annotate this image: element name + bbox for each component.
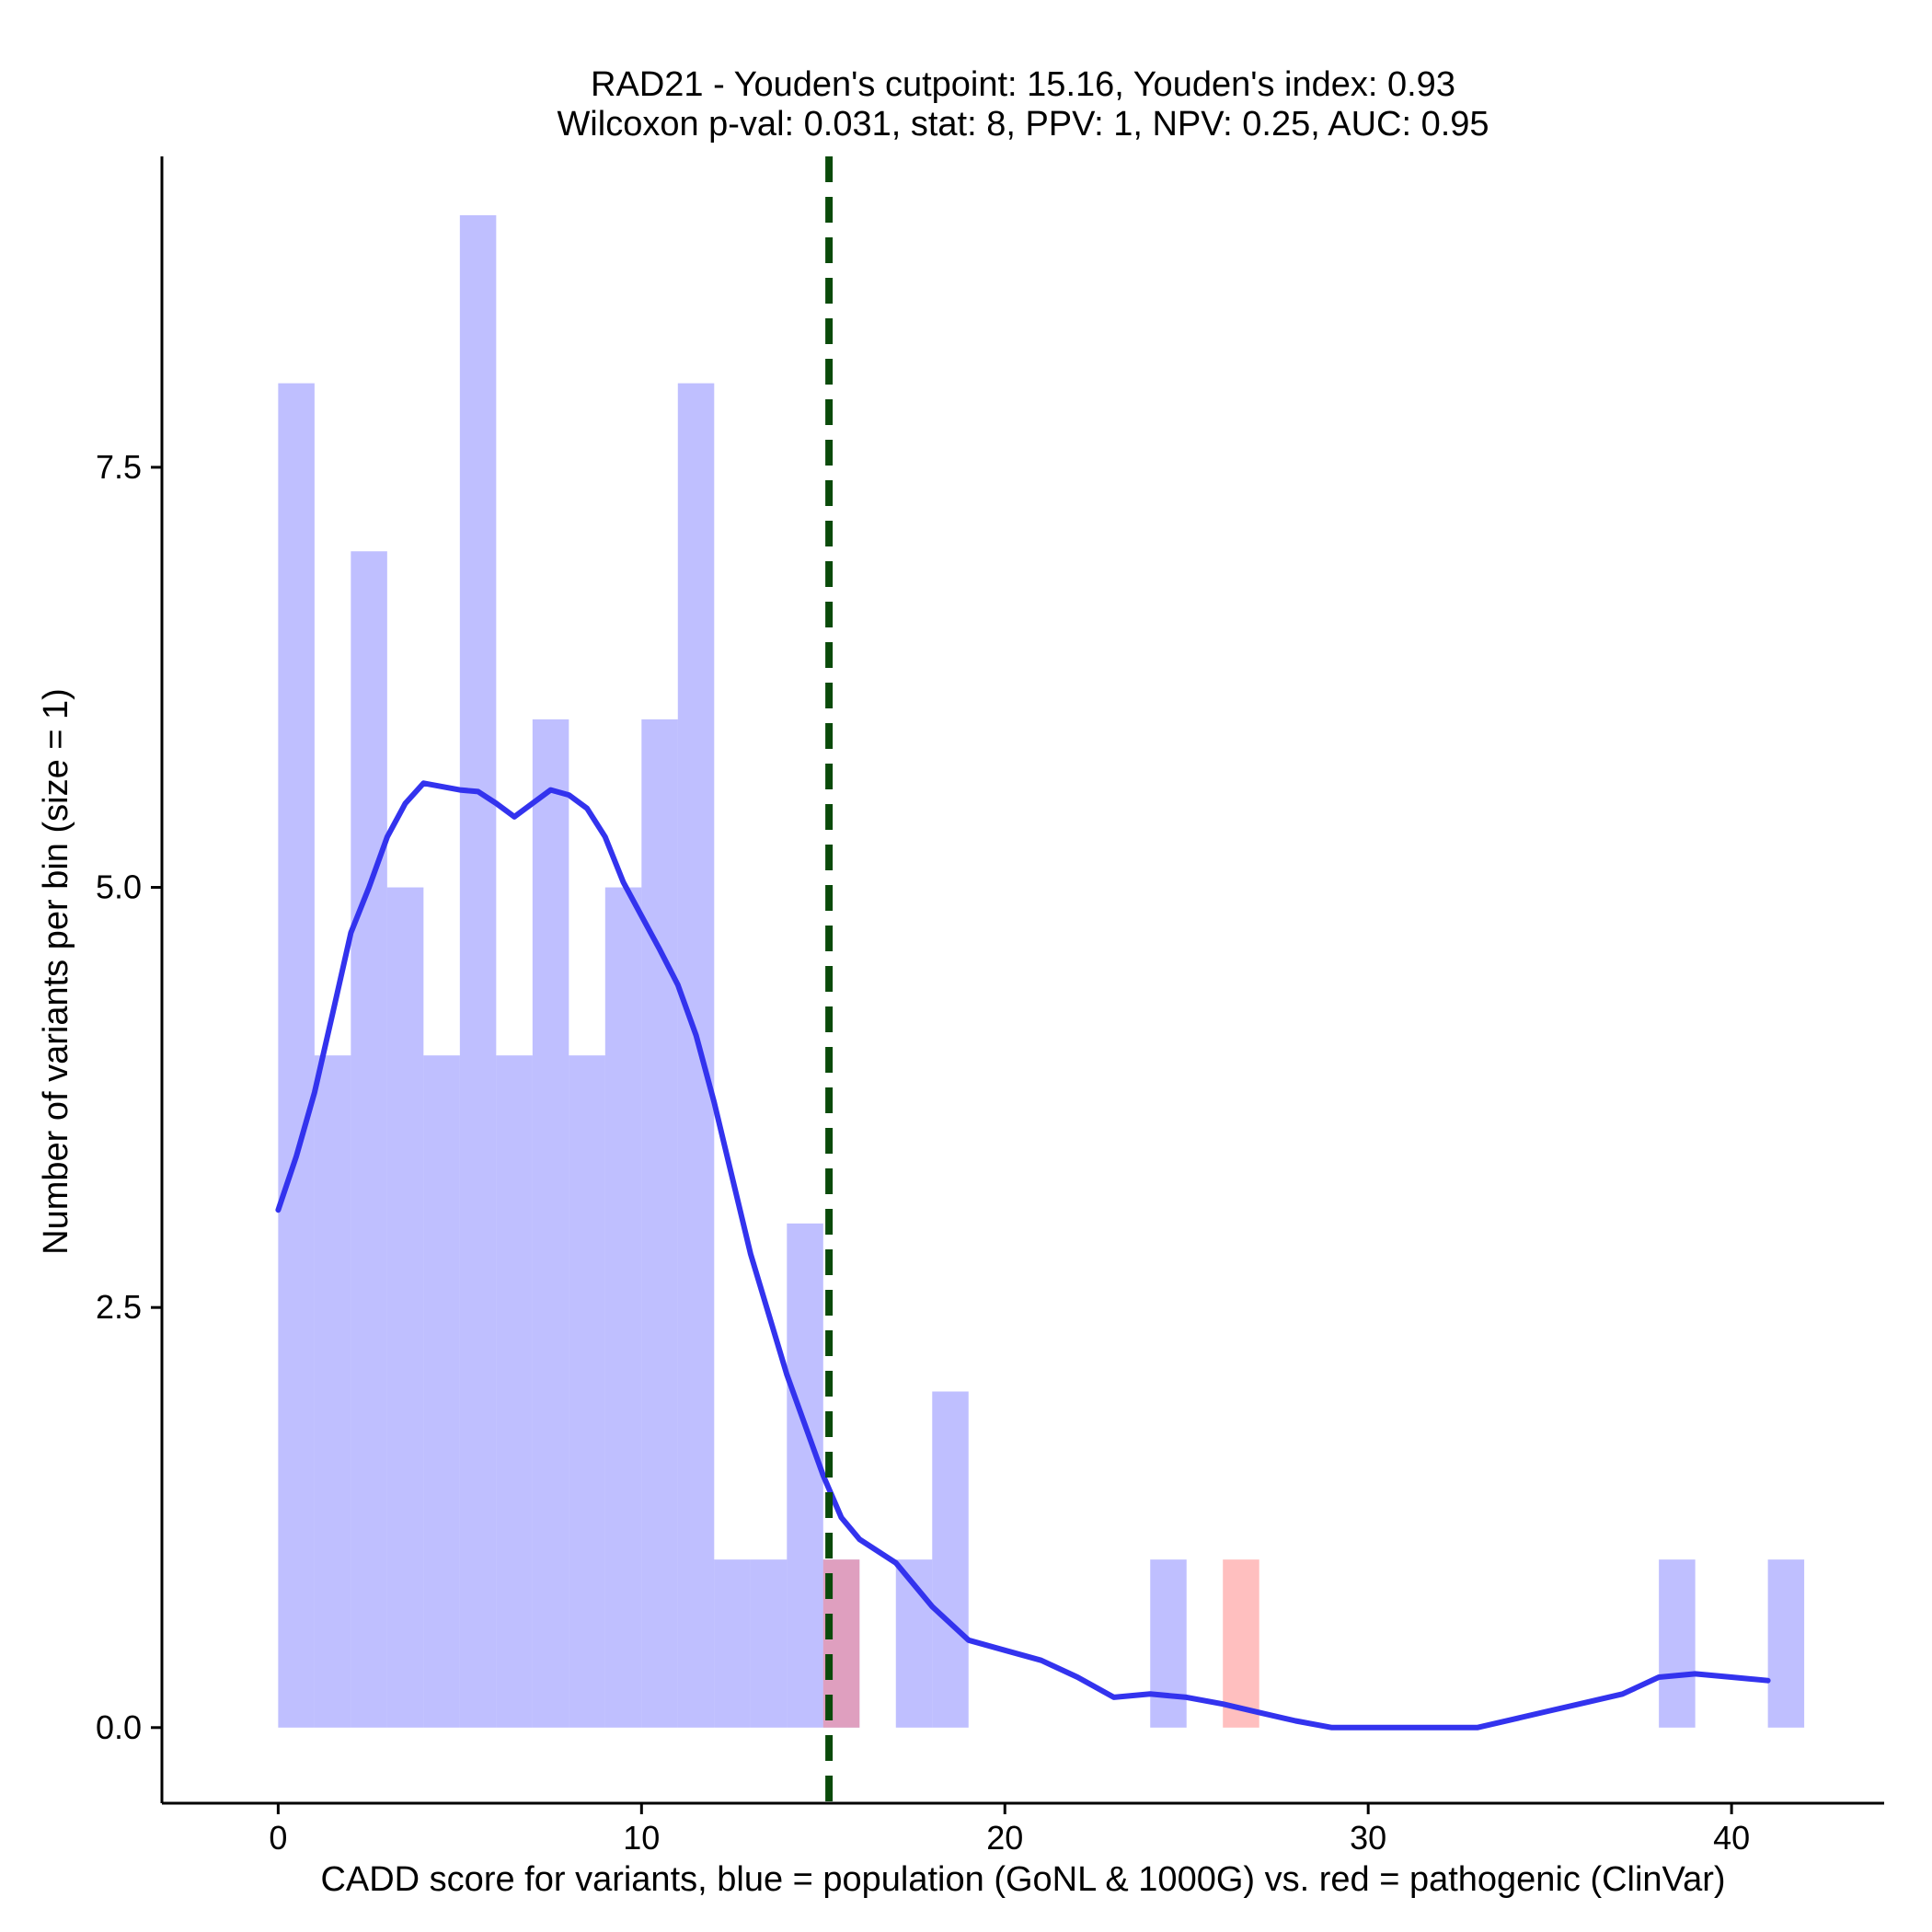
x-tick-label-0: 0 xyxy=(269,1819,287,1857)
population-bar-5 xyxy=(459,214,497,1728)
population-bar-4 xyxy=(423,1055,460,1728)
population-bar-24 xyxy=(1150,1559,1187,1728)
population-bar-12 xyxy=(714,1559,751,1728)
y-tick-label-7.5: 7.5 xyxy=(96,448,142,486)
population-bar-3 xyxy=(386,887,424,1728)
x-axis-ticks: 0 10 20 30 40 xyxy=(269,1803,1750,1857)
population-bar-10 xyxy=(641,719,678,1728)
population-bar-13 xyxy=(750,1559,788,1728)
population-bar-41 xyxy=(1767,1559,1805,1728)
population-bar-38 xyxy=(1659,1559,1696,1728)
density-curve xyxy=(275,780,1771,1731)
population-bar-1 xyxy=(314,1055,351,1728)
population-bar-18 xyxy=(932,1391,969,1728)
population-bar-7 xyxy=(532,719,569,1728)
chart-title-line1: RAD21 - Youden's cutpoint: 15.16, Youden… xyxy=(591,65,1455,104)
pathogenic-bar-26 xyxy=(1223,1559,1259,1728)
population-bar-11 xyxy=(677,383,715,1728)
population-bar-14 xyxy=(787,1223,823,1728)
x-tick-label-20: 20 xyxy=(986,1819,1023,1857)
x-axis-title: CADD score for variants, blue = populati… xyxy=(320,1860,1725,1899)
x-tick-label-40: 40 xyxy=(1713,1819,1750,1857)
population-bars xyxy=(278,214,1805,1728)
population-bar-6 xyxy=(496,1055,533,1728)
x-tick-label-30: 30 xyxy=(1350,1819,1386,1857)
y-tick-label-2.5: 2.5 xyxy=(96,1288,142,1326)
population-bar-2 xyxy=(351,551,387,1728)
y-axis-title: Number of variants per bin (size = 1) xyxy=(37,688,75,1255)
y-tick-label-5: 5.0 xyxy=(96,868,142,906)
y-tick-label-0: 0.0 xyxy=(96,1708,142,1746)
x-tick-label-10: 10 xyxy=(623,1819,660,1857)
chart-title-line2: Wilcoxon p-val: 0.031, stat: 8, PPV: 1, … xyxy=(557,105,1489,144)
y-axis-ticks: 0.0 2.5 5.0 7.5 xyxy=(96,448,162,1746)
population-bar-8 xyxy=(569,1055,605,1728)
population-bar-9 xyxy=(604,887,642,1728)
population-bar-0 xyxy=(278,383,315,1728)
